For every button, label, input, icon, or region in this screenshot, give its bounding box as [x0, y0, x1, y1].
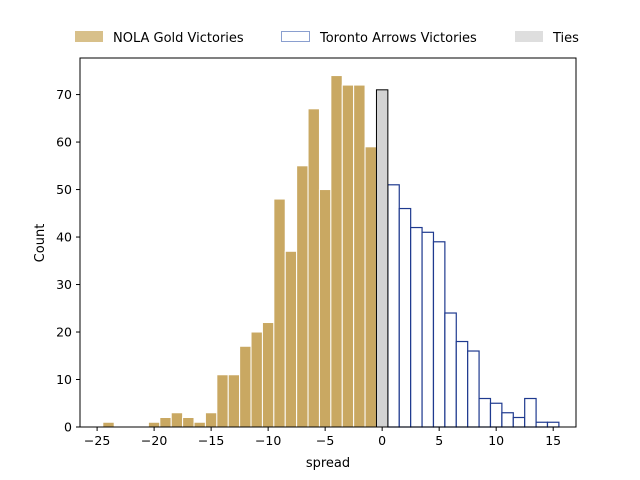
x-tick-label: 10	[488, 433, 504, 448]
y-tick-label: 0	[64, 420, 72, 435]
y-tick-label: 10	[56, 372, 72, 387]
bar-series-0-bin--15	[204, 412, 218, 428]
bar-series-0-bin--7	[296, 165, 309, 428]
bar-series-0-bin--2	[353, 84, 366, 428]
bar-series-1-bin-10	[489, 402, 503, 428]
y-tick-label: 40	[56, 230, 72, 245]
legend-swatch-nola	[75, 31, 103, 42]
bar-series-1-bin-4	[421, 231, 435, 428]
bar-series-0-bin--13	[227, 374, 241, 428]
bar-series-0-bin--11	[250, 331, 263, 428]
x-axis-ticks: −25 −20 −15 −10 −5 0 5 10 15	[84, 427, 561, 448]
bars	[102, 75, 560, 428]
bar-series-0-bin--19	[159, 417, 172, 428]
bar-series-0-bin--9	[273, 198, 286, 428]
y-tick-label: 60	[56, 135, 72, 150]
bar-series-0-bin--24	[102, 421, 115, 428]
y-tick-label: 20	[56, 325, 72, 340]
bar-series-1-bin-2	[398, 207, 412, 428]
bar-series-2-bin-0	[375, 89, 389, 428]
y-tick-label: 50	[56, 182, 72, 197]
x-tick-label: 0	[378, 433, 386, 448]
legend-label-ties: Ties	[552, 31, 579, 46]
legend-label-toronto: Toronto Arrows Victories	[319, 31, 477, 46]
bar-series-0-bin--17	[182, 417, 195, 428]
bar-series-1-bin-9	[478, 397, 492, 428]
bar-series-0-bin--18	[170, 412, 184, 428]
y-tick-label: 30	[56, 277, 72, 292]
plot-frame	[79, 57, 577, 428]
bar-series-1-bin-14	[535, 421, 549, 428]
bar-series-0-bin--3	[341, 84, 355, 428]
bar-series-1-bin-1	[387, 184, 400, 428]
bar-series-0-bin--20	[147, 421, 161, 428]
x-tick-label: −25	[84, 433, 110, 448]
bar-series-1-bin-12	[512, 416, 526, 428]
bar-series-0-bin--10	[261, 322, 275, 428]
x-tick-label: −5	[316, 433, 334, 448]
bar-series-0-bin--14	[216, 374, 229, 428]
bar-series-1-bin-5	[432, 241, 446, 428]
x-tick-label: −15	[198, 433, 224, 448]
bar-series-1-bin-15	[546, 421, 560, 428]
y-axis-label: Count	[33, 224, 48, 263]
bar-series-0-bin--6	[307, 108, 320, 428]
y-axis-ticks: 0 10 20 30 40 50 60 70	[56, 87, 80, 435]
bar-series-1-bin-8	[467, 350, 480, 428]
x-tick-label: −20	[141, 433, 167, 448]
bar-series-1-bin-3	[410, 226, 423, 428]
bar-series-1-bin-7	[455, 340, 469, 428]
legend: NOLA Gold Victories Toronto Arrows Victo…	[75, 31, 579, 46]
x-tick-label: 15	[545, 433, 561, 448]
legend-swatch-toronto	[281, 31, 310, 42]
x-tick-label: 5	[435, 433, 443, 448]
bar-series-0-bin--8	[284, 250, 298, 428]
bar-series-1-bin-6	[444, 312, 457, 428]
y-tick-label: 70	[56, 87, 72, 102]
x-axis-label: spread	[306, 456, 350, 471]
bar-series-0-bin--16	[193, 421, 206, 428]
bar-series-0-bin--5	[318, 189, 332, 428]
bar-series-0-bin--1	[364, 146, 377, 428]
bar-series-1-bin-11	[501, 412, 514, 428]
legend-label-nola: NOLA Gold Victories	[113, 31, 244, 46]
bar-series-1-bin-13	[524, 397, 537, 428]
bar-series-0-bin--4	[330, 75, 343, 428]
x-tick-label: −10	[255, 433, 281, 448]
legend-swatch-ties	[515, 31, 543, 42]
bar-series-0-bin--12	[239, 345, 252, 428]
